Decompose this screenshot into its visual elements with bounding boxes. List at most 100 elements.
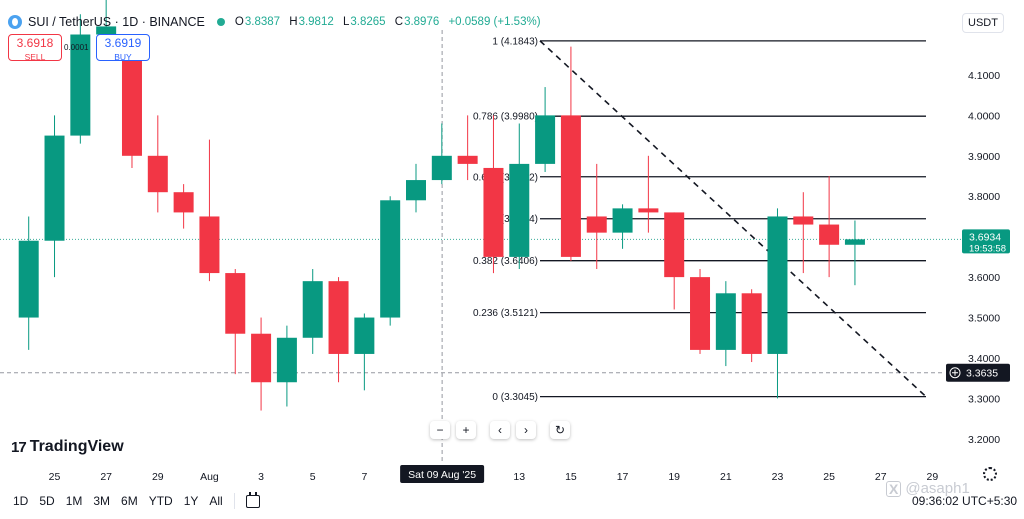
candle-body[interactable] <box>509 163 530 257</box>
candle-body[interactable] <box>44 135 65 241</box>
candle-body[interactable] <box>199 216 220 274</box>
timeframe-1m[interactable]: 1M <box>65 494 83 508</box>
candle-body[interactable] <box>406 180 426 201</box>
watermark: X @asaph1 <box>886 480 970 497</box>
candle-body[interactable] <box>638 208 659 213</box>
candle-countdown-label: 19:53:58 <box>969 243 1006 254</box>
reset-chart-button[interactable]: ↻ <box>550 421 570 439</box>
candle-body[interactable] <box>767 216 788 354</box>
clock-readout: 09:36:02 UTC+5:30 <box>912 494 1018 508</box>
candle-body[interactable] <box>18 240 39 318</box>
timeframe-ytd[interactable]: YTD <box>148 494 173 508</box>
fib-level-label: 0 (3.3045) <box>492 392 538 403</box>
timeframe-divider <box>233 493 235 509</box>
x-tick-label: 29 <box>152 471 164 483</box>
x-logo-icon: X <box>886 480 902 497</box>
candle-body[interactable] <box>328 281 349 354</box>
ohlc-readout: O3.8387 H3.9812 L3.8265 C3.8976 +0.0589 … <box>234 16 541 28</box>
candle-body[interactable] <box>664 212 685 278</box>
y-tick-label: 4.0000 <box>968 110 1000 122</box>
sell-label: SELL <box>24 52 46 62</box>
candle-body[interactable] <box>251 333 272 383</box>
candle-body[interactable] <box>121 54 142 156</box>
timeframe-3m[interactable]: 3M <box>93 494 111 508</box>
candle-body[interactable] <box>844 239 865 245</box>
crosshair-date-tag <box>400 465 485 483</box>
candle-body[interactable] <box>302 281 323 338</box>
chart-nav-controls: − + ‹ › ↻ <box>430 421 570 439</box>
candle-body[interactable] <box>535 115 556 164</box>
candle-body[interactable] <box>715 293 736 350</box>
candle-body[interactable] <box>586 216 607 233</box>
settings-gear-icon[interactable] <box>983 467 997 481</box>
fib-level-label: 0.618 (3.8482) <box>473 172 538 183</box>
x-tick-label: 15 <box>565 471 577 483</box>
timeframe-5d[interactable]: 5D <box>39 494 55 508</box>
current-price-label: 3.6934 <box>969 231 1001 243</box>
tradingview-logo-icon: 17 <box>11 438 27 456</box>
buy-label: BUY <box>114 52 132 62</box>
tradingview-logo: 17 TradingView <box>11 438 124 456</box>
candle-body[interactable] <box>173 192 194 213</box>
current-price-tag <box>962 229 1010 254</box>
chart-header: SUI / TetherUS · 1D · BINANCE O3.8387 H3… <box>8 13 547 31</box>
candle-body[interactable] <box>354 317 375 354</box>
x-tick-label: 19 <box>668 471 680 483</box>
candle-body[interactable] <box>96 26 117 35</box>
scroll-right-button[interactable]: › <box>516 421 536 439</box>
x-tick-label: 27 <box>875 471 887 483</box>
timeframe-1d[interactable]: 1D <box>13 494 29 508</box>
x-tick-label: 23 <box>772 471 784 483</box>
fib-level-label: 0.382 (3.6406) <box>473 256 538 267</box>
candle-body[interactable] <box>147 155 168 193</box>
x-tick-label: 13 <box>513 471 525 483</box>
candle-body[interactable] <box>431 155 452 181</box>
candle-body[interactable] <box>70 34 91 136</box>
crosshair-price-label: 3.3635 <box>966 368 998 380</box>
fib-level-label: 1 (4.1843) <box>492 36 538 47</box>
market-open-dot-icon <box>216 18 225 26</box>
symbol-title[interactable]: SUI / TetherUS · 1D · BINANCE <box>28 15 205 29</box>
buy-button[interactable]: 3.6919 BUY <box>96 34 150 62</box>
crosshair-price-tag <box>946 363 1010 382</box>
candle-body[interactable] <box>793 216 814 225</box>
spread-value: 0.0001 <box>64 43 89 52</box>
candle-body[interactable] <box>457 155 478 164</box>
candle-body[interactable] <box>819 224 840 245</box>
candle-body[interactable] <box>225 273 246 334</box>
y-tick-label: 3.6000 <box>968 272 1000 284</box>
fib-level-label: 0.236 (3.5121) <box>473 308 538 319</box>
calendar-icon[interactable] <box>245 491 260 508</box>
candle-body[interactable] <box>612 208 633 233</box>
candle-body[interactable] <box>741 293 762 354</box>
scroll-left-button[interactable]: ‹ <box>490 421 510 439</box>
candle-body[interactable] <box>380 200 401 318</box>
candle-body[interactable] <box>560 115 581 257</box>
candle-body[interactable] <box>483 167 504 257</box>
y-tick-label: 3.3000 <box>968 393 1000 405</box>
x-tick-label: 29 <box>927 471 939 483</box>
buy-price: 3.6919 <box>104 36 142 50</box>
x-tick-label: 3 <box>258 471 264 483</box>
sell-button[interactable]: 3.6918 SELL <box>8 34 62 62</box>
watermark-handle: @asaph1 <box>905 480 970 497</box>
x-tick-label: 5 <box>310 471 316 483</box>
logo-text: TradingView <box>29 438 124 455</box>
timeframe-all[interactable]: All <box>209 494 223 508</box>
zoom-out-button[interactable]: − <box>430 421 450 439</box>
x-tick-label: 17 <box>617 471 629 483</box>
candle-body[interactable] <box>690 277 711 350</box>
y-tick-label: 3.5000 <box>968 313 1000 325</box>
x-tick-label: 21 <box>720 471 732 483</box>
timeframe-1y[interactable]: 1Y <box>183 494 199 508</box>
zoom-in-button[interactable]: + <box>456 421 476 439</box>
candle-body[interactable] <box>276 337 297 383</box>
x-tick-label: 25 <box>823 471 835 483</box>
y-tick-label: 3.2000 <box>968 434 1000 446</box>
y-tick-label: 3.9000 <box>968 151 1000 163</box>
add-alert-plus-icon[interactable] <box>949 367 961 379</box>
x-tick-label: 27 <box>100 471 112 483</box>
currency-selector[interactable]: USDT <box>962 13 1004 33</box>
timeframe-6m[interactable]: 6M <box>121 494 138 508</box>
